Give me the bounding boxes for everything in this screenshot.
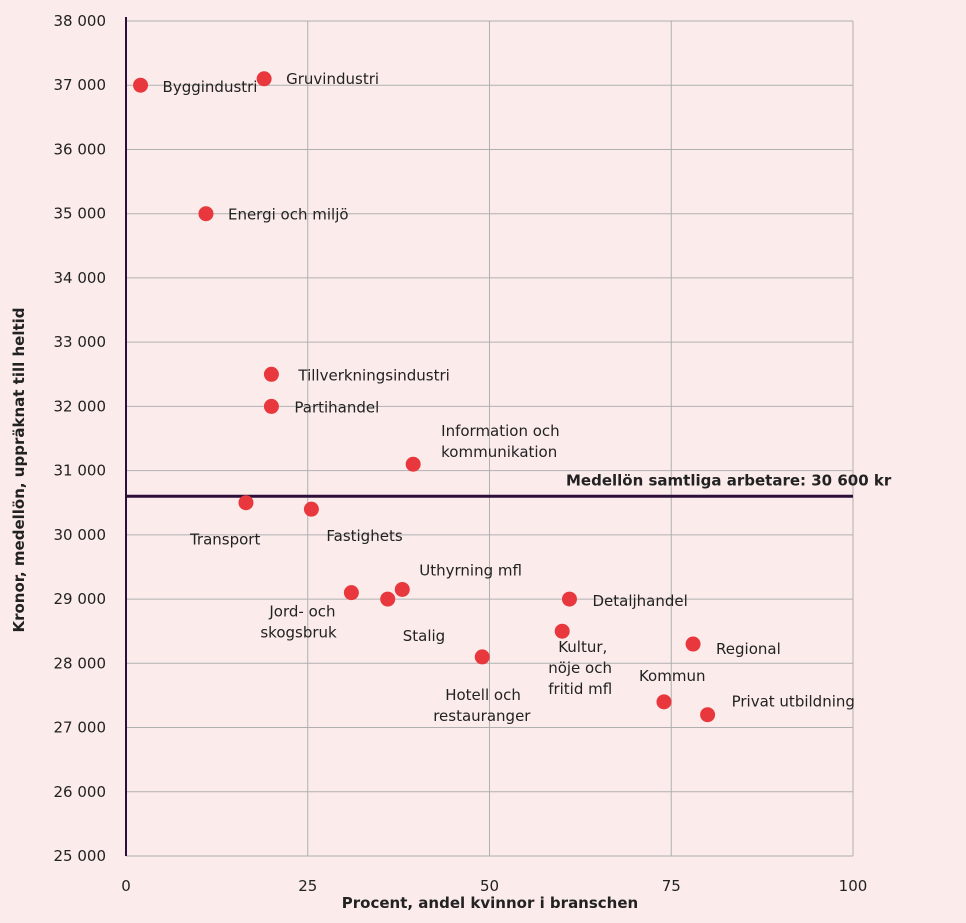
data-point	[133, 77, 149, 93]
data-point	[656, 694, 672, 710]
data-point-label: Information och kommunikation	[441, 422, 560, 461]
data-point-label: Stalig	[403, 627, 445, 645]
data-point-label: Kommun	[639, 667, 706, 685]
data-point-label: Jord- och skogsbruk	[260, 603, 337, 642]
data-point	[198, 206, 214, 222]
x-tick-label: 50	[480, 877, 499, 895]
x-tick-label: 100	[839, 877, 868, 895]
data-point	[380, 591, 396, 607]
point-labels: Byggindustri Gruvindustri Energi och miljö…	[163, 70, 855, 725]
data-point-label: Byggindustri	[163, 78, 258, 96]
y-tick-label: 37 000	[54, 76, 107, 94]
y-tick-label: 26 000	[54, 783, 107, 801]
y-axis-title: Kronor, medellön, uppräknat till heltid	[10, 307, 28, 632]
y-tick-label: 35 000	[54, 205, 107, 223]
data-point	[263, 366, 279, 382]
data-point	[700, 707, 716, 723]
data-point-label: Partihandel	[294, 398, 379, 416]
axes: 25 000 26 000 27 000 28 000 29 000 30 000 31 0…	[54, 12, 868, 895]
reference-line-label: Medellön samtliga arbetare: 30 600 kr	[566, 471, 892, 489]
y-tick-label: 25 000	[54, 847, 107, 865]
data-point	[303, 501, 319, 517]
data-point-label: Uthyrning mfl	[419, 561, 522, 579]
data-point	[685, 636, 701, 652]
data-point-label: Privat utbildning	[732, 693, 855, 711]
reference-line-group: Medellön samtliga arbetare: 30 600 kr	[126, 471, 892, 498]
data-point-label: Detaljhandel	[592, 592, 687, 610]
y-tick-label: 34 000	[54, 269, 107, 287]
data-point	[263, 398, 279, 414]
y-tick-label: 30 000	[54, 526, 107, 544]
data-point	[256, 71, 272, 87]
x-tick-label: 0	[121, 877, 131, 895]
y-tick-label: 27 000	[54, 719, 107, 737]
data-points	[133, 71, 716, 723]
data-point-label: Hotell och restauranger	[433, 686, 531, 725]
y-tick-label: 36 000	[54, 140, 107, 158]
data-point	[394, 581, 410, 597]
y-tick-label: 33 000	[54, 333, 107, 351]
data-point	[405, 456, 421, 472]
x-tick-label: 25	[298, 877, 317, 895]
y-tick-label: 38 000	[54, 12, 107, 30]
data-point	[343, 585, 359, 601]
data-point	[561, 591, 577, 607]
data-point-label: Gruvindustri	[286, 70, 379, 88]
data-point-label: Energi och miljö	[228, 206, 349, 224]
x-axis-title: Procent, andel kvinnor i branschen	[342, 894, 638, 912]
data-point-label: Regional	[716, 640, 781, 658]
x-tick-label: 75	[662, 877, 681, 895]
grid	[126, 20, 854, 857]
y-tick-label: 31 000	[54, 462, 107, 480]
data-point-label: Transport	[189, 531, 261, 549]
data-point	[554, 623, 570, 639]
data-point-label: Tillverkningsindustri	[297, 366, 449, 384]
data-point-label: Kultur, nöje och fritid mfl	[548, 638, 612, 698]
data-point	[474, 649, 490, 665]
y-tick-label: 28 000	[54, 654, 107, 672]
data-point-label: Fastighets	[326, 527, 402, 545]
data-point	[238, 495, 254, 511]
y-tick-label: 29 000	[54, 590, 107, 608]
y-tick-label: 32 000	[54, 397, 107, 415]
